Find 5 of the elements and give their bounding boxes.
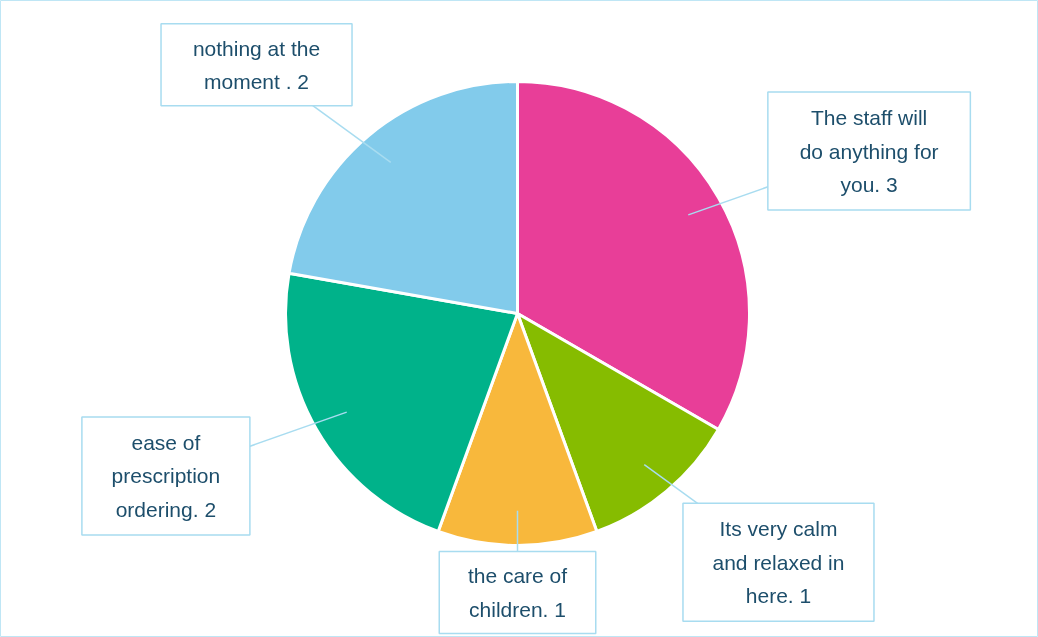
slice-label: ease of prescription ordering. 2 bbox=[111, 431, 221, 521]
slice-label: the care of children. 1 bbox=[467, 564, 568, 621]
slice-label: The staff will do anything for you. 3 bbox=[799, 106, 939, 196]
slice-label: nothing at the moment . 2 bbox=[192, 36, 321, 93]
slice-label: Its very calm and relaxed in here. 1 bbox=[712, 517, 845, 608]
